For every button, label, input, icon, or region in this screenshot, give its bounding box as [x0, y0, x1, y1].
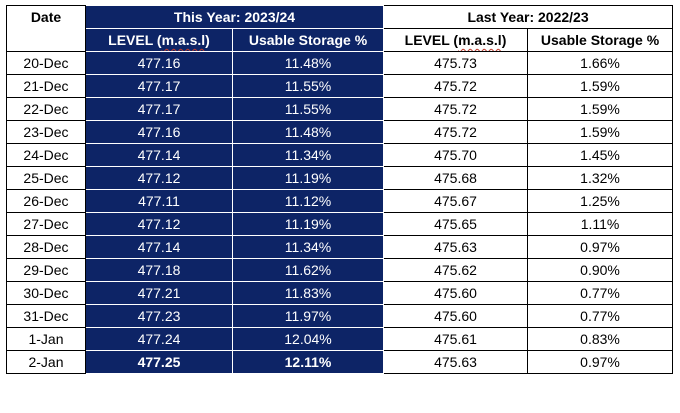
- last-year-storage-cell: 1.59%: [527, 97, 674, 121]
- last-year-storage-cell: 1.59%: [527, 120, 674, 144]
- last-year-storage-cell: 0.83%: [527, 327, 674, 351]
- last-year-storage-cell: 1.45%: [527, 143, 674, 167]
- last-year-storage-cell: 0.97%: [527, 235, 674, 259]
- this-year-storage-cell: 12.04%: [231, 327, 385, 351]
- this-year-storage-cell: 11.12%: [231, 189, 385, 213]
- this-year-level-cell: 477.14: [85, 235, 233, 259]
- last-year-storage-header: Usable Storage %: [527, 28, 674, 52]
- this-year-level-cell: 477.21: [85, 281, 233, 305]
- last-year-level-cell: 475.73: [383, 51, 529, 75]
- date-cell: 25-Dec: [6, 166, 86, 190]
- this-year-level-cell: 477.14: [85, 143, 233, 167]
- date-cell: 2-Jan: [6, 350, 86, 374]
- this-year-level-cell: 477.12: [85, 166, 233, 190]
- last-year-level-cell: 475.70: [383, 143, 529, 167]
- last-year-level-cell: 475.60: [383, 281, 529, 305]
- date-cell: 30-Dec: [6, 281, 86, 305]
- date-cell: 21-Dec: [6, 74, 86, 98]
- this-year-level-cell: 477.25: [85, 350, 233, 374]
- this-year-storage-cell: 11.62%: [231, 258, 385, 282]
- last-year-level-cell: 475.72: [383, 97, 529, 121]
- this-year-storage-cell: 11.55%: [231, 74, 385, 98]
- this-year-level-cell: 477.11: [85, 189, 233, 213]
- level-label: LEVEL (m.a.s.l): [108, 32, 210, 48]
- last-year-level-cell: 475.72: [383, 74, 529, 98]
- this-year-level-header: LEVEL (m.a.s.l): [85, 28, 233, 52]
- this-year-level-cell: 477.16: [85, 51, 233, 75]
- this-year-storage-cell: 11.83%: [231, 281, 385, 305]
- table-row: 26-Dec 477.11 11.12% 475.67 1.25%: [6, 189, 674, 213]
- header-row-years: Date This Year: 2023/24 Last Year: 2022/…: [6, 5, 674, 52]
- last-year-level-header: LEVEL (m.a.s.l): [383, 28, 529, 52]
- last-year-level-cell: 475.68: [383, 166, 529, 190]
- table-row: 2-Jan 477.25 12.11% 475.63 0.97%: [6, 350, 674, 374]
- water-level-table: Date This Year: 2023/24 Last Year: 2022/…: [6, 5, 674, 374]
- table-row: 25-Dec 477.12 11.19% 475.68 1.32%: [6, 166, 674, 190]
- this-year-storage-header: Usable Storage %: [231, 28, 385, 52]
- this-year-storage-cell: 11.48%: [231, 120, 385, 144]
- this-year-storage-cell: 11.19%: [231, 166, 385, 190]
- last-year-level-cell: 475.67: [383, 189, 529, 213]
- table-row: 30-Dec 477.21 11.83% 475.60 0.77%: [6, 281, 674, 305]
- this-year-level-cell: 477.12: [85, 212, 233, 236]
- table-row: 24-Dec 477.14 11.34% 475.70 1.45%: [6, 143, 674, 167]
- last-year-storage-cell: 0.77%: [527, 281, 674, 305]
- last-year-storage-cell: 1.25%: [527, 189, 674, 213]
- date-cell: 20-Dec: [6, 51, 86, 75]
- last-year-level-cell: 475.63: [383, 350, 529, 374]
- table-row: 22-Dec 477.17 11.55% 475.72 1.59%: [6, 97, 674, 121]
- date-cell: 28-Dec: [6, 235, 86, 259]
- date-cell: 1-Jan: [6, 327, 86, 351]
- level-label: LEVEL (m.a.s.l): [404, 32, 507, 48]
- last-year-storage-cell: 0.77%: [527, 304, 674, 328]
- table-row: 20-Dec 477.16 11.48% 475.73 1.66%: [6, 51, 674, 75]
- date-cell: 24-Dec: [6, 143, 86, 167]
- this-year-storage-cell: 11.34%: [231, 143, 385, 167]
- last-year-level-cell: 475.63: [383, 235, 529, 259]
- table-row: 27-Dec 477.12 11.19% 475.65 1.11%: [6, 212, 674, 236]
- this-year-level-cell: 477.17: [85, 97, 233, 121]
- date-cell: 29-Dec: [6, 258, 86, 282]
- this-year-level-cell: 477.18: [85, 258, 233, 282]
- this-year-storage-cell: 12.11%: [231, 350, 385, 374]
- this-year-storage-cell: 11.48%: [231, 51, 385, 75]
- this-year-level-cell: 477.24: [85, 327, 233, 351]
- last-year-level-cell: 475.61: [383, 327, 529, 351]
- last-year-level-cell: 475.60: [383, 304, 529, 328]
- table-row: 21-Dec 477.17 11.55% 475.72 1.59%: [6, 74, 674, 98]
- table-row: 28-Dec 477.14 11.34% 475.63 0.97%: [6, 235, 674, 259]
- header-row-columns: LEVEL (m.a.s.l) Usable Storage % LEVEL (…: [7, 28, 674, 52]
- last-year-level-cell: 475.62: [383, 258, 529, 282]
- last-year-level-cell: 475.72: [383, 120, 529, 144]
- this-year-storage-cell: 11.55%: [231, 97, 385, 121]
- table-row: 1-Jan 477.24 12.04% 475.61 0.83%: [6, 327, 674, 351]
- last-year-storage-cell: 0.90%: [527, 258, 674, 282]
- last-year-storage-cell: 1.66%: [527, 51, 674, 75]
- date-cell: 23-Dec: [6, 120, 86, 144]
- last-year-storage-cell: 0.97%: [527, 350, 674, 374]
- date-cell: 22-Dec: [6, 97, 86, 121]
- this-year-level-cell: 477.16: [85, 120, 233, 144]
- table-row: 29-Dec 477.18 11.62% 475.62 0.90%: [6, 258, 674, 282]
- date-column-header: Date: [6, 5, 86, 52]
- date-cell: 27-Dec: [6, 212, 86, 236]
- last-year-storage-cell: 1.11%: [527, 212, 674, 236]
- this-year-header: This Year: 2023/24: [84, 5, 385, 29]
- this-year-storage-cell: 11.97%: [231, 304, 385, 328]
- table-row: 23-Dec 477.16 11.48% 475.72 1.59%: [6, 120, 674, 144]
- date-cell: 31-Dec: [6, 304, 86, 328]
- this-year-storage-cell: 11.19%: [231, 212, 385, 236]
- this-year-storage-cell: 11.34%: [231, 235, 385, 259]
- last-year-storage-cell: 1.59%: [527, 74, 674, 98]
- last-year-header: Last Year: 2022/23: [383, 5, 674, 29]
- this-year-level-cell: 477.17: [85, 74, 233, 98]
- last-year-level-cell: 475.65: [383, 212, 529, 236]
- date-cell: 26-Dec: [6, 189, 86, 213]
- last-year-storage-cell: 1.32%: [527, 166, 674, 190]
- this-year-level-cell: 477.23: [85, 304, 233, 328]
- table-row: 31-Dec 477.23 11.97% 475.60 0.77%: [6, 304, 674, 328]
